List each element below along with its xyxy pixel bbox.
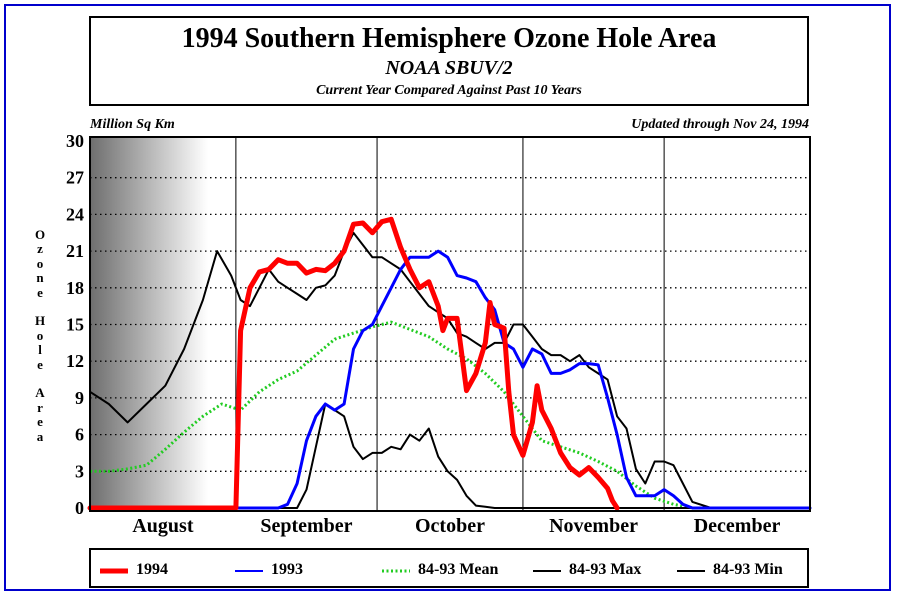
y-tick-label: 21	[66, 241, 84, 261]
title-box: 1994 Southern Hemisphere Ozone Hole Area…	[89, 16, 809, 106]
x-month-label: August	[132, 515, 193, 537]
y-tick-label: 30	[66, 131, 84, 151]
x-month-labels: August September October November December	[132, 515, 780, 537]
y-tick-label: 6	[75, 425, 84, 445]
legend-label: 84-93 Max	[569, 561, 642, 578]
y-tick-label: 18	[66, 278, 84, 298]
series-layer	[87, 216, 812, 511]
updated-label: Updated through Nov 24, 1994	[631, 117, 809, 132]
legend-label: 1994	[136, 561, 168, 578]
y-tick-label: 12	[66, 351, 84, 371]
legend-swatch	[677, 570, 705, 572]
legend-label: 84-93 Min	[713, 561, 783, 578]
x-month-label: September	[260, 515, 352, 537]
series-1993-line	[88, 249, 812, 510]
chart-title: 1994 Southern Hemisphere Ozone Hole Area	[181, 23, 717, 54]
x-month-label: October	[415, 515, 485, 537]
y-tick-label: 9	[75, 388, 84, 408]
chart-subsubtitle: Current Year Compared Against Past 10 Ye…	[316, 83, 582, 98]
series-1994-line	[87, 216, 620, 511]
y-tick-label: 24	[66, 204, 84, 224]
legend-label: 84-93 Mean	[418, 561, 499, 578]
x-month-label: November	[549, 515, 638, 537]
legend: 1994 1993 84-93 Mean 84-93 Max 84-93 Min	[89, 548, 809, 588]
mean-line	[90, 320, 810, 510]
legend-label: 1993	[271, 561, 303, 578]
outer-frame	[4, 4, 891, 591]
plot-area-border	[89, 136, 811, 512]
legend-swatch	[382, 569, 410, 573]
chart-subtitle: NOAA SBUV/2	[385, 57, 513, 79]
y-tick-label: 3	[75, 461, 84, 481]
legend-swatch	[235, 570, 263, 572]
x-month-label: December	[694, 515, 781, 537]
august-shading	[90, 137, 208, 511]
y-tick-label: 0	[75, 498, 84, 518]
legend-swatch	[100, 568, 128, 574]
grid-layer	[90, 137, 810, 511]
legend-swatch	[533, 570, 561, 572]
y-tick-label: 27	[66, 168, 84, 188]
units-label: Million Sq Km	[90, 117, 175, 132]
y-tick-label: 15	[66, 315, 84, 335]
